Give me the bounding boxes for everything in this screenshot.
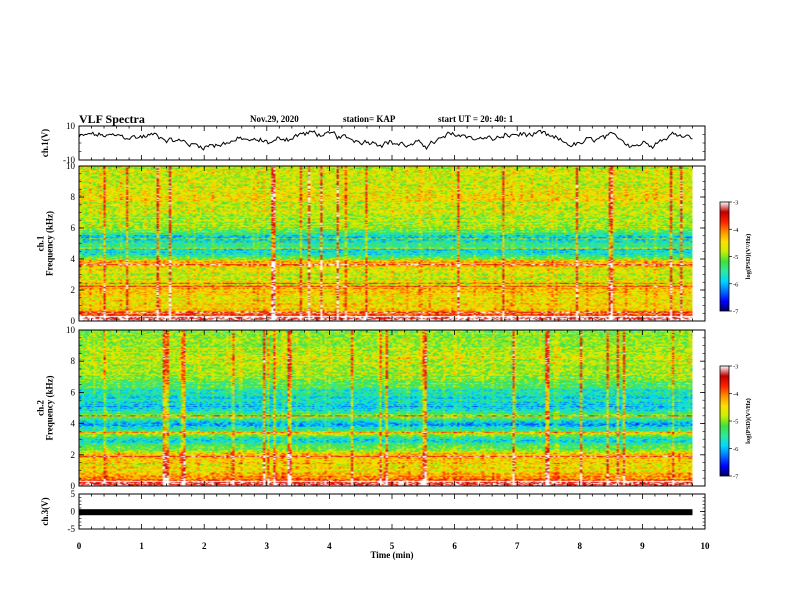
ch1-spectrogram-ytick-label: 10 [66,161,76,171]
ch2-spectrogram-colorbar-tick-label: -7 [733,474,739,481]
time-xtick-label: 5 [390,541,395,551]
ch1-spectrogram-colorbar-tick-label: -4 [733,227,739,234]
ch1-spectrogram-colorbar-tick-label: -3 [733,200,738,207]
ch1-spectrogram-colorbar-tick-label: -5 [733,254,738,261]
ch2-spectrogram-heatmap [79,330,693,486]
ch1-voltage-ytick-label: -10 [63,155,75,165]
station-label: station= KAP [343,114,396,124]
ch3-voltage-ylabel: ch.3(V) [40,497,50,525]
ch1-spectrogram-colorbar-tick-label: -6 [733,281,739,288]
ch2-spectrogram-ytick-label: 6 [71,387,76,397]
ch2-spectrogram-ytick-label: 10 [66,325,76,335]
spectrogram-layer [79,166,693,486]
ch1-voltage-ytick-label: 10 [66,121,76,131]
ch1-voltage-ylabel: ch.1(V) [40,129,50,157]
ch2-spectrogram-colorbar-tick-label: -5 [733,419,738,426]
start-time-label: start UT = 20: 40: 1 [438,114,514,124]
chart-title: VLF Spectra [79,112,145,126]
time-xtick-label: 10 [701,541,711,551]
time-xtick-label: 9 [640,541,645,551]
ch2-spectrogram-colorbar-tick-label: -3 [733,364,738,371]
ch2-spectrogram-ylabel: ch.2 [36,400,46,416]
ch2-spectrogram-ytick-label: 0 [71,481,76,491]
time-xlabel: Time (min) [370,550,413,560]
ch3-voltage-ytick-label: -5 [68,524,76,534]
ch2-spectrogram-ytick-label: 4 [71,419,76,429]
ch1-spectrogram-ytick-label: 0 [71,316,76,326]
ch1-spectrogram-ytick-label: 8 [71,192,76,202]
ch3-voltage-ytick-label: 0 [71,507,76,517]
line-layer [78,129,693,516]
ch1-spectrogram-heatmap [79,166,693,321]
time-xtick-label: 4 [327,541,332,551]
ch1-spectrogram-ylabel: Frequency (kHz) [45,211,55,276]
ch1-spectrogram-ylabel: ch.1 [36,235,46,251]
ch2-spectrogram-colorbar-tick-label: -6 [733,446,739,453]
ch1-spectrogram-ytick-label: 6 [71,223,76,233]
time-xtick-label: 7 [515,541,520,551]
ch3-voltage-ytick-label: 5 [71,489,76,499]
ch3-voltage-signal [79,509,693,516]
ch2-spectrogram-colorbar-tick-label: -4 [733,391,739,398]
axes-layer [78,125,732,530]
ch2-spectrogram-colorbar-label: log(PSD)(V²/Hz) [745,398,752,444]
time-xtick-label: 6 [452,541,457,551]
ch2-spectrogram-ytick-label: 2 [71,450,76,460]
time-xtick-label: 2 [202,541,207,551]
ch2-spectrogram-ylabel: Frequency (kHz) [45,375,55,440]
ch2-spectrogram-ytick-label: 8 [71,356,76,366]
date-label: Nov.29, 2020 [250,114,299,124]
time-xtick-label: 3 [265,541,270,551]
ch1-spectrogram-ytick-label: 4 [71,254,76,264]
ch2-spectrogram-colorbar [719,365,730,477]
time-xtick-label: 0 [77,541,82,551]
ch1-spectrogram-colorbar-label: log(PSD)(V²/Hz) [745,234,752,280]
ch1-spectrogram-colorbar [719,201,730,312]
time-xtick-label: 8 [578,541,583,551]
ch1-spectrogram-colorbar-tick-label: -7 [733,309,739,316]
ch1-spectrogram-ytick-label: 2 [71,285,76,295]
time-xtick-label: 1 [139,541,144,551]
ch1-voltage-line [78,129,693,151]
